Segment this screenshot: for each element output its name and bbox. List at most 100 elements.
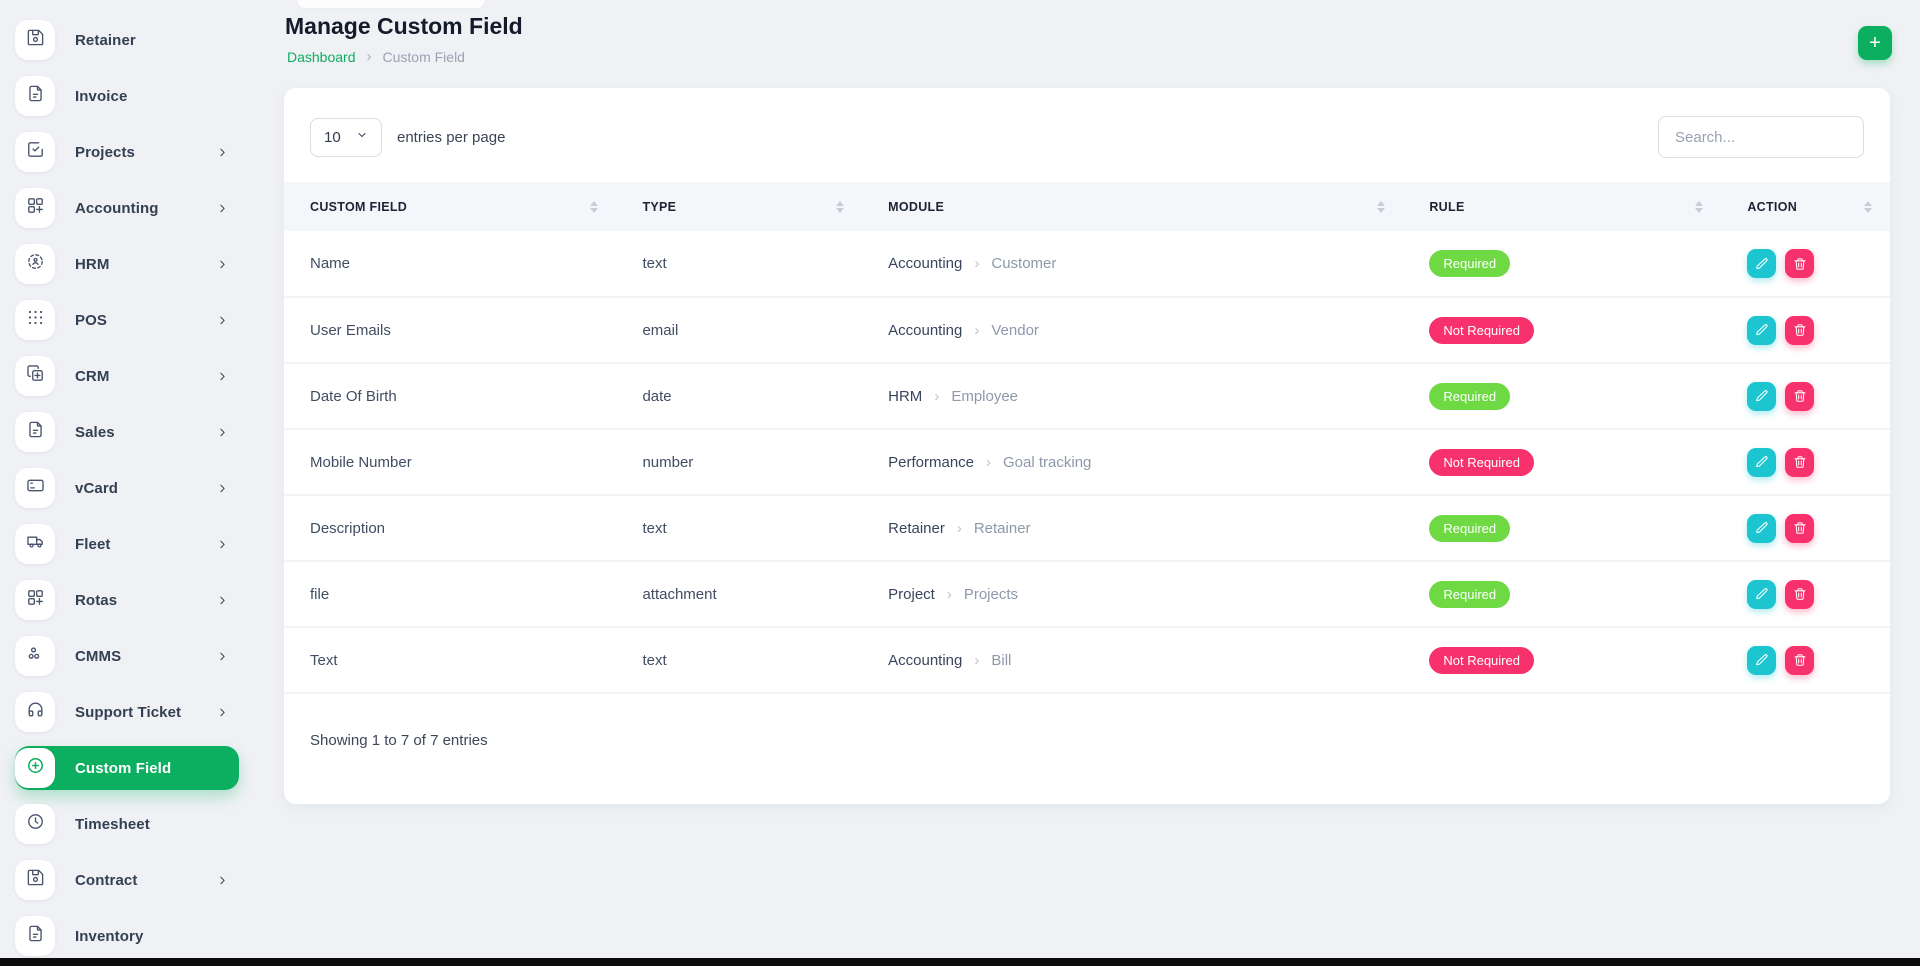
pencil-icon <box>1756 324 1768 336</box>
column-header-module[interactable]: MODULE <box>862 182 1404 231</box>
sidebar-item-label: Fleet <box>75 535 111 553</box>
entries-per-page-select[interactable]: 10 <box>310 117 382 157</box>
sidebar-item-accounting[interactable]: Accounting <box>15 186 239 230</box>
topbar-search-remnant <box>296 0 486 9</box>
cell-field-name: Mobile Number <box>284 429 617 496</box>
sidebar-item-fleet[interactable]: Fleet <box>15 522 239 566</box>
chevron-right-icon <box>216 426 229 439</box>
sort-icon[interactable] <box>1864 200 1872 213</box>
cell-field-type: attachment <box>616 561 863 628</box>
sidebar-item-label: CRM <box>75 367 110 385</box>
table-row: Text text Accounting › Bill Not Required <box>284 627 1890 694</box>
rule-badge: Not Required <box>1429 316 1534 344</box>
dots-grid-icon <box>26 308 45 332</box>
sidebar-item-retainer[interactable]: Retainer <box>15 18 239 62</box>
sidebar-item-timesheet[interactable]: Timesheet <box>15 802 239 846</box>
search-input[interactable] <box>1658 116 1864 158</box>
sort-icon[interactable] <box>590 200 599 213</box>
trash-icon <box>1794 522 1806 534</box>
sidebar-item-pos[interactable]: POS <box>15 298 239 342</box>
pencil-icon <box>1756 456 1768 468</box>
table-row: Mobile Number number Performance › Goal tr… <box>284 429 1890 496</box>
column-header-type[interactable]: TYPE <box>616 182 863 231</box>
sort-icon[interactable] <box>1377 200 1386 213</box>
edit-button[interactable] <box>1747 447 1777 477</box>
add-custom-field-button[interactable]: + <box>1858 26 1892 60</box>
cell-field-type: email <box>616 297 863 364</box>
table-row: file attachment Project › Projects Require… <box>284 561 1890 628</box>
pencil-icon <box>1756 522 1768 534</box>
sidebar-item-label: Accounting <box>75 199 159 217</box>
sort-icon[interactable] <box>1695 200 1704 213</box>
chevron-right-icon: › <box>946 585 952 603</box>
cell-module: Accounting › Vendor <box>888 321 1039 339</box>
custom-fields-table: CUSTOM FIELD TYPE MODULE RULE ACTION Nam… <box>284 182 1890 694</box>
delete-button[interactable] <box>1785 315 1815 345</box>
sidebar-item-crm[interactable]: CRM <box>15 354 239 398</box>
entries-per-page-value: 10 <box>324 128 341 146</box>
chevron-right-icon: › <box>974 321 980 339</box>
sidebar-item-invoice[interactable]: Invoice <box>15 74 239 118</box>
edit-button[interactable] <box>1747 513 1777 543</box>
table-row: Name text Accounting › Customer Required <box>284 231 1890 298</box>
column-header-custom-field[interactable]: CUSTOM FIELD <box>284 182 617 231</box>
sidebar-item-support-ticket[interactable]: Support Ticket <box>15 690 239 734</box>
sidebar-item-label: Projects <box>75 143 135 161</box>
credit-card-icon <box>26 476 45 500</box>
sidebar-item-inventory[interactable]: Inventory <box>15 914 239 958</box>
chevron-down-icon <box>356 128 368 146</box>
trash-icon <box>1794 390 1806 402</box>
chevron-right-icon <box>216 370 229 383</box>
sidebar-item-label: Custom Field <box>75 759 172 777</box>
column-header-action[interactable]: ACTION <box>1721 182 1890 231</box>
save-icon <box>26 28 45 52</box>
chevron-right-icon: › <box>934 387 940 405</box>
file-text-icon <box>26 84 45 108</box>
chevron-right-icon <box>216 538 229 551</box>
cell-module: Accounting › Customer <box>888 255 1057 272</box>
sidebar-item-rotas[interactable]: Rotas <box>15 578 239 622</box>
sidebar-item-sales[interactable]: Sales <box>15 410 239 454</box>
plus-circle-icon <box>26 756 45 780</box>
sidebar-item-contract[interactable]: Contract <box>15 858 239 902</box>
delete-button[interactable] <box>1785 447 1815 477</box>
chevron-right-icon: › <box>974 255 980 272</box>
sidebar-item-hrm[interactable]: HRM <box>15 242 239 286</box>
entries-per-page-label: entries per page <box>397 128 506 146</box>
delete-button[interactable] <box>1785 249 1815 278</box>
edit-button[interactable] <box>1747 579 1777 609</box>
chevron-right-icon <box>216 594 229 607</box>
sidebar-item-label: Retainer <box>75 31 136 49</box>
chevron-right-icon: › <box>974 651 980 669</box>
sidebar-item-cmms[interactable]: CMMS <box>15 634 239 678</box>
pencil-icon <box>1756 588 1768 600</box>
delete-button[interactable] <box>1785 513 1815 543</box>
rule-badge: Required <box>1429 514 1511 542</box>
cell-module: Project › Projects <box>888 585 1019 603</box>
cell-field-type: text <box>616 627 863 694</box>
cell-field-name: User Emails <box>284 297 617 364</box>
sort-icon[interactable] <box>836 200 845 213</box>
breadcrumb-dashboard-link[interactable]: Dashboard <box>287 48 356 65</box>
sidebar-item-custom-field[interactable]: Custom Field <box>15 746 239 790</box>
sidebar-item-vcard[interactable]: vCard <box>15 466 239 510</box>
edit-button[interactable] <box>1747 645 1777 675</box>
edit-button[interactable] <box>1747 249 1777 278</box>
chevron-right-icon <box>216 482 229 495</box>
pencil-icon <box>1756 390 1768 402</box>
chevron-right-icon: › <box>956 519 962 537</box>
edit-button[interactable] <box>1747 315 1777 345</box>
cell-module: HRM › Employee <box>888 387 1019 405</box>
headphones-icon <box>26 700 45 724</box>
column-header-rule[interactable]: RULE <box>1403 182 1722 231</box>
delete-button[interactable] <box>1785 645 1815 675</box>
page-title: Manage Custom Field <box>285 13 523 39</box>
sidebar-item-projects[interactable]: Projects <box>15 130 239 174</box>
delete-button[interactable] <box>1785 381 1815 411</box>
sidebar-item-label: Rotas <box>75 591 118 609</box>
edit-button[interactable] <box>1747 381 1777 411</box>
breadcrumb: Dashboard › Custom Field <box>287 48 465 65</box>
breadcrumb-current: Custom Field <box>382 48 465 65</box>
delete-button[interactable] <box>1785 579 1815 609</box>
cell-field-name: Description <box>284 495 617 562</box>
